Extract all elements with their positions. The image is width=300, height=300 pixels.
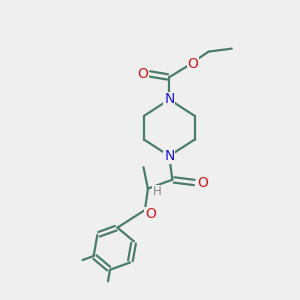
Text: O: O — [188, 56, 199, 70]
Text: O: O — [197, 176, 208, 190]
Text: N: N — [164, 149, 175, 163]
Text: O: O — [137, 67, 148, 81]
Text: N: N — [164, 92, 175, 106]
Text: O: O — [145, 208, 156, 221]
Text: H: H — [152, 185, 161, 198]
